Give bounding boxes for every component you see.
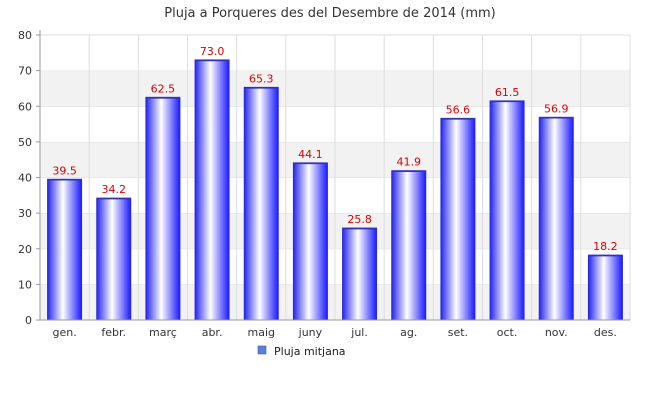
bar <box>489 100 525 321</box>
x-tick-label: gen. <box>52 326 76 339</box>
y-tick-label: 80 <box>18 29 32 42</box>
chart-title: Pluja a Porqueres des del Desembre de 20… <box>164 6 496 21</box>
data-label: 56.6 <box>446 103 471 116</box>
legend: Pluja mitjana <box>257 345 346 358</box>
data-label: 62.5 <box>151 82 176 95</box>
bar <box>292 162 328 321</box>
y-axis: 0 10 20 30 40 50 60 70 80 <box>18 29 41 327</box>
data-label: 25.8 <box>347 213 372 226</box>
bar <box>96 197 132 321</box>
bar <box>587 254 623 321</box>
bar <box>145 96 181 321</box>
bar <box>194 59 230 321</box>
bar <box>47 178 83 321</box>
data-label: 56.9 <box>544 102 569 115</box>
x-tick-label: des. <box>594 326 617 339</box>
x-tick-label: oct. <box>497 326 518 339</box>
x-tick-label: febr. <box>101 326 126 339</box>
bar <box>538 116 574 321</box>
data-label: 39.5 <box>52 164 77 177</box>
y-tick-label: 60 <box>18 100 32 113</box>
y-tick-label: 10 <box>18 278 32 291</box>
x-tick-label: set. <box>448 326 468 339</box>
y-tick-label: 50 <box>18 136 32 149</box>
y-tick-label: 20 <box>18 243 32 256</box>
data-label: 18.2 <box>593 240 618 253</box>
legend-label: Pluja mitjana <box>274 345 346 358</box>
x-tick-label: jul. <box>350 326 368 339</box>
x-tick-label: març <box>149 326 177 339</box>
bars: 39.5 34.2 62.5 73.0 65.3 44.1 25.8 41.9 56.6 61.5… <box>47 45 623 321</box>
bar <box>440 117 476 321</box>
bar <box>342 227 378 321</box>
data-label: 41.9 <box>397 156 422 169</box>
data-label: 61.5 <box>495 86 520 99</box>
x-tick-label: ag. <box>400 326 417 339</box>
legend-swatch <box>257 345 267 355</box>
x-axis: gen. febr. març abr. maig juny jul. ag. set. oct.… <box>40 319 630 339</box>
x-tick-label: abr. <box>202 326 223 339</box>
data-label: 73.0 <box>200 45 225 58</box>
y-tick-label: 70 <box>18 65 32 78</box>
x-tick-label: juny <box>298 326 323 339</box>
bar <box>391 170 427 321</box>
y-tick-label: 40 <box>18 172 32 185</box>
x-tick-label: nov. <box>545 326 568 339</box>
data-label: 65.3 <box>249 72 274 85</box>
data-label: 34.2 <box>102 183 127 196</box>
data-label: 44.1 <box>298 148 323 161</box>
y-tick-label: 30 <box>18 207 32 220</box>
x-tick-label: maig <box>248 326 276 339</box>
bar <box>243 86 279 321</box>
y-tick-label: 0 <box>25 314 32 327</box>
